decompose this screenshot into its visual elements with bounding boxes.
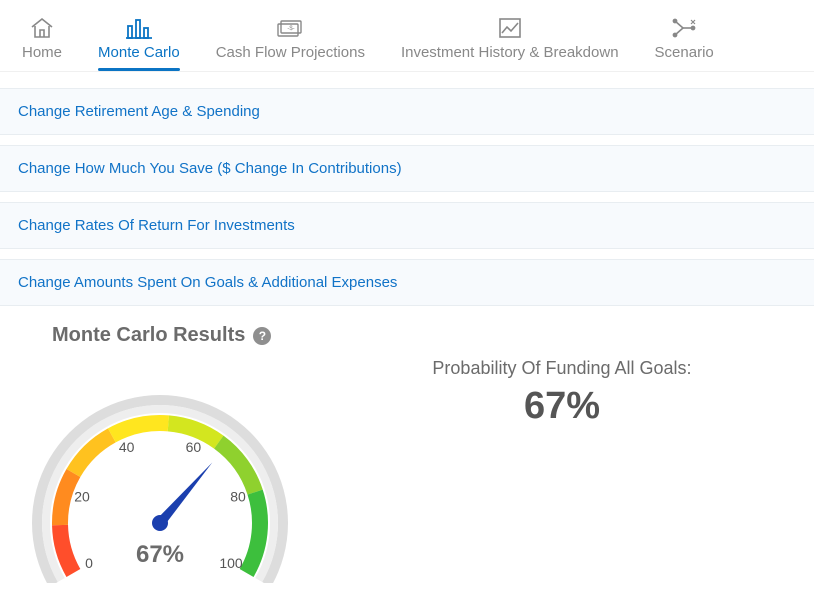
- probability-value: 67%: [320, 385, 804, 428]
- branch-icon: [671, 16, 697, 40]
- top-tabbar: Home Monte Carlo -$- Cash Flow Projectio…: [0, 0, 814, 72]
- tab-label: Scenario: [655, 44, 714, 61]
- results-title-row: Monte Carlo Results ?: [10, 324, 320, 347]
- svg-text:-$-: -$-: [288, 26, 295, 32]
- gauge-container: 020406080100 67%: [10, 353, 310, 588]
- results-right: Probability Of Funding All Goals: 67%: [320, 324, 804, 428]
- tab-scenario[interactable]: Scenario: [637, 10, 732, 71]
- tab-cash-flow[interactable]: -$- Cash Flow Projections: [198, 10, 383, 71]
- bar-chart-icon: [124, 16, 154, 40]
- tab-label: Home: [22, 44, 62, 61]
- results-section: Monte Carlo Results ? 020406080100 67% P…: [0, 316, 814, 588]
- gauge-value-text: 67%: [10, 541, 310, 569]
- tab-home[interactable]: Home: [4, 10, 80, 71]
- tab-label: Cash Flow Projections: [216, 44, 365, 61]
- svg-text:60: 60: [186, 439, 202, 455]
- svg-text:40: 40: [119, 439, 135, 455]
- results-title: Monte Carlo Results: [52, 324, 245, 347]
- image-chart-icon: [497, 16, 523, 40]
- home-icon: [29, 16, 55, 40]
- results-left: Monte Carlo Results ? 020406080100 67%: [10, 324, 320, 588]
- svg-text:20: 20: [74, 489, 90, 505]
- acc-item-goal-expenses[interactable]: Change Amounts Spent On Goals & Addition…: [0, 259, 814, 306]
- probability-label: Probability Of Funding All Goals:: [320, 358, 804, 379]
- svg-text:80: 80: [230, 489, 246, 505]
- tab-label: Monte Carlo: [98, 44, 180, 61]
- settings-accordion: Change Retirement Age & Spending Change …: [0, 88, 814, 306]
- help-icon[interactable]: ?: [253, 327, 271, 345]
- tab-monte-carlo[interactable]: Monte Carlo: [80, 10, 198, 71]
- tab-investment-history[interactable]: Investment History & Breakdown: [383, 10, 637, 71]
- acc-item-savings[interactable]: Change How Much You Save ($ Change In Co…: [0, 145, 814, 192]
- acc-item-rates-of-return[interactable]: Change Rates Of Return For Investments: [0, 202, 814, 249]
- cash-stack-icon: -$-: [275, 16, 305, 40]
- acc-item-retirement-age[interactable]: Change Retirement Age & Spending: [0, 88, 814, 135]
- tab-label: Investment History & Breakdown: [401, 44, 619, 61]
